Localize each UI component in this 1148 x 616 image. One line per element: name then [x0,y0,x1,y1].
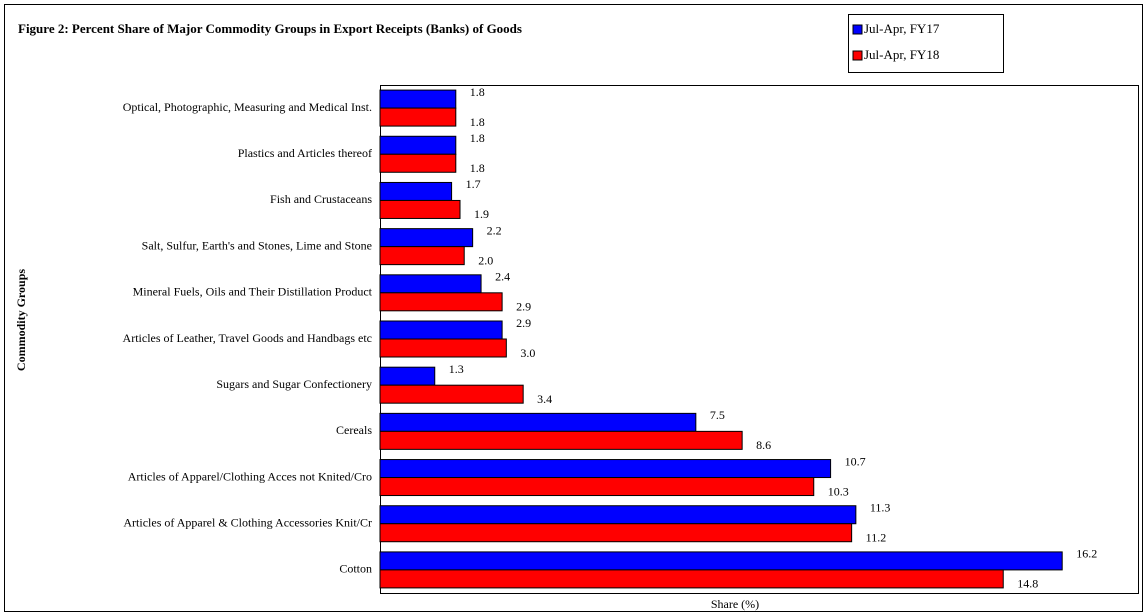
y-tick-label: Plastics and Articles thereof [238,146,372,160]
y-tick-label: Sugars and Sugar Confectionery [216,377,372,391]
y-tick-label: Articles of Apparel & Clothing Accessori… [123,515,372,529]
y-tick-label: Articles of Leather, Travel Goods and Ha… [123,331,372,345]
value-label: 2.4 [495,270,510,284]
bar [379,320,503,340]
value-label: 1.8 [470,161,485,175]
bar [379,430,743,450]
y-tick-label: Fish and Crustaceans [270,192,372,206]
value-label: 1.8 [470,85,485,99]
bar [379,477,815,497]
bar [379,246,465,266]
value-label: 3.4 [537,392,552,406]
bar [379,292,503,312]
bar [379,107,457,127]
value-label: 1.3 [449,362,464,376]
value-label: 3.0 [520,346,535,360]
bar [379,228,474,248]
bar [379,569,1004,589]
y-tick-label: Mineral Fuels, Oils and Their Distillati… [133,285,373,299]
y-tick-label: Salt, Sulfur, Earth's and Stones, Lime a… [142,238,372,252]
value-label: 16.2 [1076,547,1097,561]
value-label: 11.3 [870,500,891,514]
bar [379,384,524,404]
bar [379,505,857,525]
y-axis-label: Commodity Groups [14,269,28,371]
chart-title: Figure 2: Percent Share of Major Commodi… [18,21,522,36]
bar [379,274,482,294]
value-label: 14.8 [1017,577,1038,591]
y-tick-label: Cereals [336,423,372,437]
value-label: 1.8 [470,115,485,129]
legend [848,14,1004,73]
bar [379,89,457,109]
value-label: 1.7 [466,177,481,191]
legend-swatch [852,50,863,61]
value-label: 2.0 [478,253,493,267]
bar [379,135,457,155]
value-label: 2.9 [516,300,531,314]
y-tick-label: Articles of Apparel/Clothing Acces not K… [128,469,372,483]
value-label: 10.7 [845,454,866,468]
value-label: 11.2 [866,530,887,544]
value-label: 1.8 [470,131,485,145]
bar [379,153,457,173]
bar [379,181,453,201]
value-label: 8.6 [756,438,771,452]
bar [379,412,697,432]
value-label: 1.9 [474,207,489,221]
legend-swatch [852,24,863,35]
bar [379,199,461,219]
legend-label: Jul-Apr, FY17 [864,21,940,36]
x-axis-label: Share (%) [711,597,759,611]
legend-label: Jul-Apr, FY18 [864,47,939,62]
bar [379,366,436,386]
value-label: 2.9 [516,316,531,330]
value-label: 7.5 [710,408,725,422]
y-tick-label: Cotton [339,562,372,576]
value-label: 10.3 [828,484,849,498]
bar [379,551,1063,571]
value-label: 2.2 [487,223,502,237]
bar [379,523,853,543]
bar [379,459,832,479]
bar [379,338,507,358]
y-tick-label: Optical, Photographic, Measuring and Med… [123,100,372,114]
